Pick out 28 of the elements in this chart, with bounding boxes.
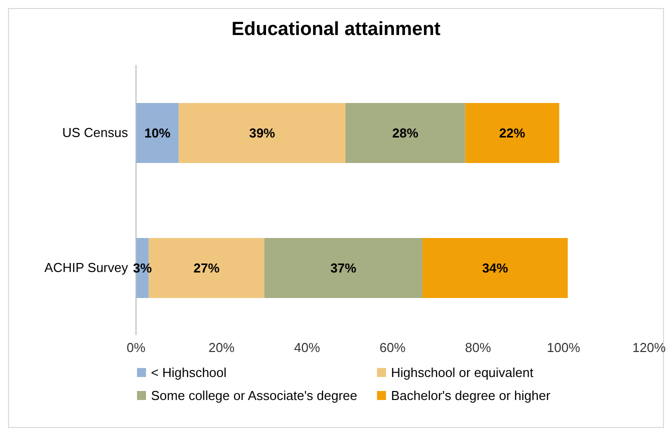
bar [345, 103, 466, 163]
chart-title: Educational attainment [230, 19, 442, 42]
x-tick-label: 100% [546, 340, 581, 356]
data-label: 3% [133, 260, 152, 276]
bar [422, 238, 568, 298]
legend-label: Highschool or equivalent [391, 365, 534, 380]
bar [465, 103, 560, 163]
legend-label: Bachelor's degree or higher [391, 388, 550, 403]
bar [264, 238, 422, 298]
x-tick-label: 120% [632, 340, 666, 356]
data-label: 39% [249, 126, 276, 141]
x-tick-label: 60% [379, 340, 406, 356]
y-tick-label: ACHIP Survey [44, 260, 128, 276]
legend-label: < Highschool [151, 365, 227, 380]
bar [136, 103, 179, 163]
legend-label: Some college or Associate's degree [151, 388, 358, 403]
x-tick-label: 0% [126, 340, 146, 356]
data-label: 27% [194, 260, 220, 276]
data-label: 37% [330, 260, 357, 276]
x-tick-label: 40% [294, 340, 320, 356]
x-tick-label: 20% [208, 340, 235, 356]
data-label: 10% [144, 126, 171, 141]
x-tick-label: 80% [464, 340, 492, 356]
y-tick-label: US Census [62, 125, 128, 140]
bar [178, 103, 346, 163]
data-label: 22% [499, 126, 526, 141]
data-label: 34% [482, 260, 509, 276]
data-label: 28% [392, 126, 419, 141]
